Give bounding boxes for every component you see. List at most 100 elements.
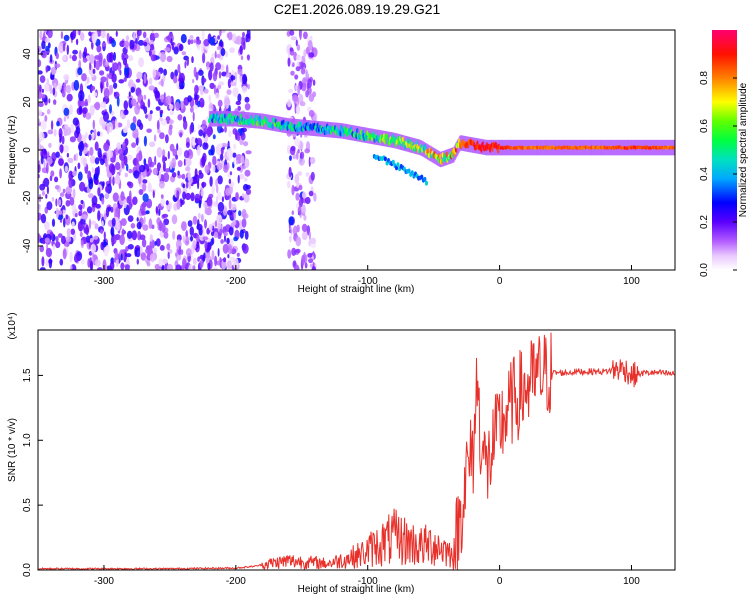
spectrogram-noise-cell [227,140,230,149]
spectrogram-noise-cell [119,40,126,48]
spectrogram-noise-cell [157,129,161,134]
spectrogram-noise-cell [103,111,109,122]
spectrogram-noise-cell [232,152,237,158]
spectrogram-noise-cell [192,239,197,250]
spectrogram-noise-cell [126,230,133,239]
spectrogram-noise-cell [304,262,308,269]
spectrogram-noise-cell [193,257,197,265]
spectrogram-noise-cell [228,130,232,138]
spectrogram-noise-cell [121,158,125,169]
spectrogram-noise-cell [120,110,123,119]
spectrogram-noise-cell [126,154,133,161]
spectrogram-noise-cell [39,267,46,270]
spectrogram-noise-cell [199,259,204,268]
spectrogram-noise-cell [49,84,53,95]
spectrogram-noise-cell [290,145,296,152]
spectrogram-noise-cell [161,155,166,164]
spectrogram-noise-cell [192,215,198,225]
spectrogram-noise-cell [46,108,51,115]
spectrogram-noise-cell [65,214,69,220]
spectrogram-noise-cell [40,93,46,99]
spectrogram-noise-cell [235,192,239,201]
spectrogram-noise-cell [226,89,232,95]
spectrogram-noise-cell [44,115,48,122]
spectrogram-noise-cell [128,55,134,62]
spectrogram-noise-cell [121,52,124,61]
spectrogram-noise-cell [216,195,218,207]
spectrogram-noise-cell [43,177,50,187]
spectrogram-noise-cell [167,150,170,160]
spectrogram-noise-cell [58,210,63,216]
spectrogram-noise-cell [224,125,227,133]
spectrogram-y-label: Frequency (Hz) [7,116,18,185]
spectrogram-noise-cell [93,102,100,109]
spectrogram-noise-cell [147,112,153,122]
spectrogram-signal-cell [391,159,395,165]
spectrogram-noise-cell [244,169,251,177]
spectrogram-noise-cell [224,50,229,58]
colorbar-gradient [712,30,737,270]
spectrogram-noise-cell [295,39,298,47]
spectrogram-noise-cell [69,251,73,263]
spectrogram-noise-cell [231,203,237,211]
snr-panel: -300 -200 -100 0 100 0.0 0.5 1.0 1.5 Height of … [7,312,676,595]
spectrogram-noise-cell [136,30,142,37]
spectrogram-noise-cell [308,231,311,241]
spectrogram-noise-cell [63,107,70,116]
spectrogram-noise-cell [123,40,130,48]
spectrogram-noise-cell [131,142,137,148]
x-tick-label: 0 [497,276,503,287]
spectrogram-noise-cell [40,155,44,165]
spectrogram-noise-cell [160,197,165,207]
spectrogram-noise-cell [78,204,83,210]
spectrogram-noise-cell [206,196,213,207]
spectrogram-noise-cell [66,152,69,158]
spectrogram-noise-cell [84,98,88,106]
spectrogram-noise-cell [45,66,49,73]
spectrogram-noise-cell [185,181,189,189]
spectrogram-noise-cell [226,148,233,159]
spectrogram-noise-cell [312,79,316,86]
spectrogram-noise-cell [166,243,171,251]
spectrogram-noise-cell [132,116,137,124]
spectrogram-noise-cell [217,248,220,257]
spectrogram-noise-cell [64,124,69,129]
spectrogram-noise-cell [196,39,202,45]
spectrogram-noise-cell [303,77,309,82]
spectrogram-noise-cell [123,109,129,116]
spectrogram-noise-cell [59,144,64,153]
spectrogram-noise-cell [236,166,241,171]
spectrogram-noise-cell [110,226,115,237]
spectrogram-noise-cell [155,238,161,247]
spectrogram-noise-cell [63,34,70,42]
spectrogram-noise-cell [299,101,306,107]
spectrogram-noise-cell [136,258,139,265]
spectrogram-signal-cell [425,180,428,186]
spectrogram-noise-cell [236,252,240,257]
spectrogram-noise-cell [72,117,79,126]
spectrogram-noise-cell [176,143,179,151]
spectrogram-noise-cell [42,31,46,43]
spectrogram-noise-cell [152,247,158,254]
spectrogram-noise-cell [51,218,56,227]
spectrogram-noise-cell [243,41,246,50]
spectrogram-noise-cell [220,128,224,133]
spectrogram-noise-cell [227,209,233,216]
spectrogram-noise-cell [191,179,198,185]
spectrogram-noise-cell [211,267,219,270]
spectrogram-noise-cell [141,211,147,216]
spectrogram-noise-cell [133,31,136,42]
spectrogram-noise-cell [46,156,53,166]
snr-x-ticks: -300 -200 -100 0 100 [94,565,640,587]
spectrogram-noise-cell [100,82,103,94]
spectrogram-signal-cell [407,168,411,174]
spectrogram-noise-cell [44,37,50,43]
spectrogram-noise-cell [55,241,61,249]
spectrogram-noise-cell [226,237,230,245]
spectrogram-noise-cell [78,141,85,152]
spectrogram-noise-cell [66,228,71,237]
spectrogram-noise-cell [62,43,66,52]
spectrogram-noise-cell [138,57,145,68]
spectrogram-noise-cell [81,259,85,265]
spectrogram-noise-cell [189,35,194,40]
